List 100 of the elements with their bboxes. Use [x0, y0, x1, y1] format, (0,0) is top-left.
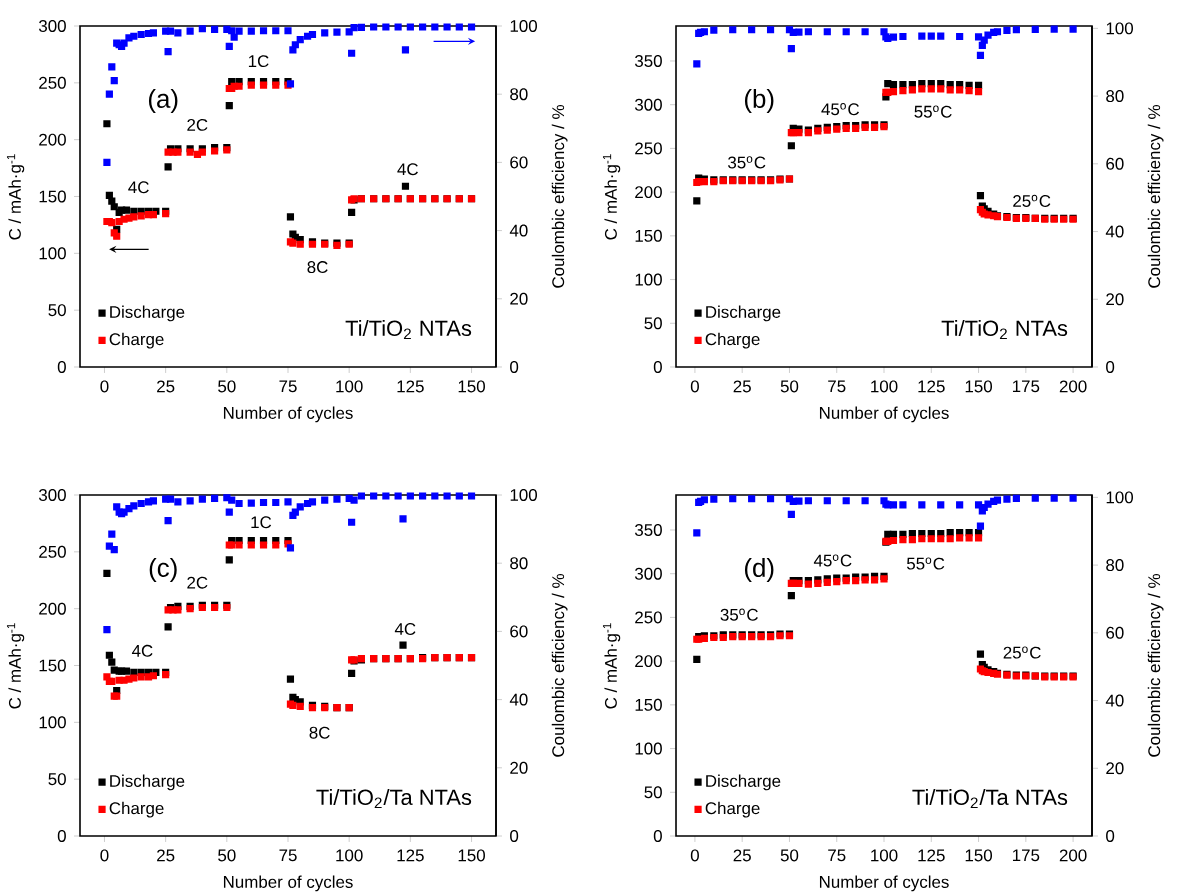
y-tick-label: 150	[39, 659, 66, 672]
x-tick-label: 100	[871, 849, 898, 862]
y2-tick-label: 40	[1105, 694, 1124, 707]
annotation: 35$^{o}$C	[720, 608, 758, 621]
annotation: (a)	[148, 88, 178, 114]
y2-tick-label: 0	[1106, 830, 1115, 842]
y2-tick-label: 20	[1106, 293, 1124, 306]
y2-axis-title: Coulombic efficiency / %	[551, 574, 568, 757]
y-tick-label: 300	[634, 98, 662, 111]
y-tick-label: 150	[635, 698, 662, 711]
y2-tick-label: 0	[1106, 361, 1115, 373]
x-tick-label: 125	[918, 849, 945, 862]
y2-tick-label: 100	[510, 20, 537, 32]
annotation: Ti/TiO$_{2}$ NTAs	[345, 319, 472, 340]
y2-tick-label: 60	[1106, 626, 1124, 639]
x-axis-title: Number of cycles	[819, 875, 949, 892]
y2-tick-label: 20	[510, 292, 528, 305]
x-tick-label: 75	[828, 849, 846, 862]
x-tick-label: 50	[780, 849, 799, 862]
annotation: 55$^{o}$C	[914, 105, 952, 118]
y-axis-title: C / mAh·g$^{-1}$	[602, 154, 621, 240]
x-tick-label: 25	[733, 380, 751, 393]
y-tick-label: 250	[635, 142, 662, 155]
y-tick-label: 250	[39, 76, 66, 89]
legend-label: Discharge	[706, 774, 781, 791]
y2-tick-label: 80	[510, 88, 528, 101]
annotation: 2C	[187, 118, 208, 131]
legend-label: Discharge	[110, 305, 185, 322]
y-tick-label: 200	[39, 133, 66, 146]
y2-tick-label: 80	[1106, 559, 1124, 572]
y2-axis-title: Coulombic efficiency / %	[551, 105, 568, 288]
x-tick-label: 200	[1059, 380, 1087, 393]
y2-tick-label: 60	[510, 156, 528, 169]
x-tick-label: 0	[100, 849, 109, 862]
legend-label: Discharge	[706, 305, 781, 322]
annotation: 4C	[397, 163, 418, 176]
annotation: 55$^{o}$C	[906, 557, 945, 570]
x-tick-label: 75	[279, 849, 297, 862]
y-tick-label: 100	[39, 716, 66, 729]
annotation: 4C	[131, 644, 153, 657]
annotation: Ti/TiO$_{2}$/Ta NTAs	[316, 788, 472, 809]
y2-tick-label: 0	[510, 830, 519, 842]
x-tick-label: 100	[336, 380, 363, 393]
annotation: (c)	[149, 557, 177, 583]
annotation: 25$^{o}$C	[1003, 646, 1041, 659]
y2-axis-title: Coulombic efficiency / %	[1147, 105, 1164, 288]
annotation: 45$^{o}$C	[813, 554, 852, 567]
x-tick-label: 50	[780, 380, 799, 393]
y-tick-label: 200	[635, 186, 662, 199]
y-tick-label: 300	[38, 489, 66, 501]
x-axis-title: Number of cycles	[223, 406, 353, 423]
y-axis-title: C / mAh·g$^{-1}$	[6, 623, 25, 709]
y2-tick-label: 20	[510, 761, 528, 774]
y2-tick-label: 40	[509, 224, 528, 237]
y-tick-label: 0	[57, 361, 66, 373]
annotation: 45$^{o}$C	[821, 103, 860, 116]
y-tick-label: 0	[57, 830, 66, 842]
x-axis-title: Number of cycles	[223, 875, 353, 892]
x-tick-label: 150	[965, 849, 993, 862]
y2-tick-label: 0	[510, 361, 519, 373]
y2-tick-label: 80	[510, 557, 528, 570]
y2-tick-label: 100	[1106, 22, 1134, 35]
y-axis-title: C / mAh·g$^{-1}$	[6, 154, 25, 240]
x-tick-label: 0	[690, 380, 699, 393]
x-tick-label: 25	[733, 849, 751, 862]
y-tick-label: 350	[634, 54, 662, 67]
annotation: (d)	[744, 557, 774, 583]
y2-tick-label: 100	[1106, 491, 1134, 504]
y-tick-label: 50	[644, 317, 662, 330]
y2-tick-label: 20	[1106, 762, 1124, 775]
x-tick-label: 175	[1012, 849, 1040, 862]
y-tick-label: 200	[39, 602, 66, 615]
x-tick-label: 75	[279, 380, 297, 393]
y-tick-label: 150	[39, 190, 66, 203]
annotation: 1C	[248, 55, 269, 68]
y-tick-label: 200	[635, 655, 662, 668]
y2-axis-title: Coulombic efficiency / %	[1147, 574, 1164, 757]
x-tick-label: 25	[157, 380, 175, 393]
legend-label: Charge	[109, 801, 164, 818]
y-tick-label: 250	[635, 611, 662, 624]
y-tick-label: 50	[644, 786, 662, 799]
y2-tick-label: 40	[1105, 225, 1124, 238]
y-tick-label: 0	[653, 361, 662, 373]
annotation: 35$^{o}$C	[728, 156, 766, 169]
x-tick-label: 200	[1059, 849, 1087, 862]
y-tick-label: 350	[634, 523, 662, 536]
annotation: 8C	[307, 261, 328, 274]
x-tick-label: 100	[336, 849, 363, 862]
x-tick-label: 150	[458, 849, 485, 862]
x-tick-label: 125	[397, 380, 424, 393]
x-tick-label: 125	[918, 380, 945, 393]
x-tick-label: 125	[397, 849, 424, 862]
y-tick-label: 100	[635, 742, 662, 755]
x-tick-label: 0	[100, 380, 109, 393]
y-tick-label: 0	[653, 830, 662, 842]
y-tick-label: 250	[39, 545, 66, 558]
annotation: 2C	[187, 576, 208, 589]
x-tick-label: 175	[1012, 380, 1040, 393]
y-tick-label: 300	[38, 20, 66, 32]
y2-tick-label: 40	[509, 693, 528, 706]
